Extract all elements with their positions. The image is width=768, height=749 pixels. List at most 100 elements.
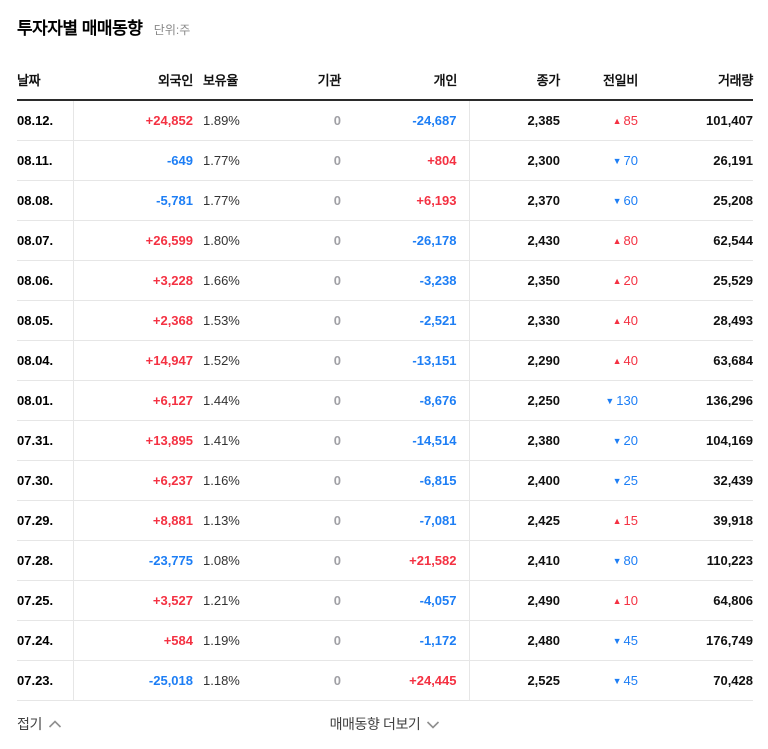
close-price-cell: 2,425	[469, 500, 560, 541]
individual-net-cell: -3,238	[341, 260, 470, 301]
close-price-cell: 2,410	[469, 540, 560, 581]
table-body: 08.12. +24,852 1.89% 0 -24,687 2,385 ▲ 85…	[17, 100, 753, 701]
change-cell: ▼ 20	[560, 420, 638, 461]
holding-ratio-cell: 1.44%	[193, 380, 275, 421]
holding-ratio-cell: 1.08%	[193, 540, 275, 581]
foreign-net-cell: +24,852	[73, 100, 193, 141]
table-row: 07.25. +3,527 1.21% 0 -4,057 2,490 ▲ 10 6…	[17, 580, 753, 621]
institution-net-cell: 0	[275, 300, 341, 341]
change-direction-icon: ▼	[612, 635, 622, 646]
volume-cell: 25,208	[638, 180, 753, 221]
individual-net-cell: +24,445	[341, 660, 470, 701]
change-cell: ▼ 25	[560, 460, 638, 501]
individual-net-cell: -24,687	[341, 100, 470, 141]
more-button-wrap: 매매동향 더보기	[17, 714, 753, 734]
table-row: 08.04. +14,947 1.52% 0 -13,151 2,290 ▲ 40…	[17, 340, 753, 381]
date-cell: 07.29.	[17, 500, 74, 541]
change-direction-icon: ▲	[612, 595, 622, 606]
change-cell: ▼ 60	[560, 180, 638, 221]
institution-net-cell: 0	[275, 180, 341, 221]
holding-ratio-cell: 1.19%	[193, 620, 275, 661]
change-value: 15	[623, 512, 638, 528]
institution-net-cell: 0	[275, 340, 341, 381]
col-header-individual: 개인	[433, 73, 458, 88]
foreign-net-cell: +3,228	[73, 260, 193, 301]
close-price-cell: 2,480	[469, 620, 560, 661]
date-cell: 08.11.	[17, 140, 74, 181]
individual-net-cell: -8,676	[341, 380, 470, 421]
change-cell: ▼ 130	[560, 380, 638, 421]
institution-net-cell: 0	[275, 420, 341, 461]
unit-label: 단위:주	[153, 23, 191, 37]
close-price-cell: 2,250	[469, 380, 560, 421]
change-direction-icon: ▼	[612, 435, 622, 446]
date-cell: 08.06.	[17, 260, 74, 301]
change-direction-icon: ▲	[612, 235, 622, 246]
individual-net-cell: -7,081	[341, 500, 470, 541]
change-cell: ▲ 85	[560, 100, 638, 141]
collapse-button-label: 접기	[17, 715, 42, 732]
collapse-button[interactable]: 접기	[17, 714, 62, 734]
change-cell: ▼ 80	[560, 540, 638, 581]
foreign-net-cell: +26,599	[73, 220, 193, 261]
change-direction-icon: ▲	[612, 275, 622, 286]
more-trading-trends-button[interactable]: 매매동향 더보기	[330, 714, 441, 734]
volume-cell: 63,684	[638, 340, 753, 381]
change-direction-icon: ▼	[612, 475, 622, 486]
holding-ratio-cell: 1.80%	[193, 220, 275, 261]
volume-cell: 62,544	[638, 220, 753, 261]
change-direction-icon: ▼	[612, 155, 622, 166]
date-cell: 08.05.	[17, 300, 74, 341]
col-header-volume: 거래량	[718, 73, 753, 88]
table-row: 08.05. +2,368 1.53% 0 -2,521 2,330 ▲ 40 2…	[17, 300, 753, 341]
holding-ratio-cell: 1.41%	[193, 420, 275, 461]
institution-net-cell: 0	[275, 500, 341, 541]
close-price-cell: 2,525	[469, 660, 560, 701]
holding-ratio-cell: 1.77%	[193, 140, 275, 181]
holding-ratio-cell: 1.16%	[193, 460, 275, 501]
foreign-net-cell: -25,018	[73, 660, 193, 701]
holding-ratio-cell: 1.89%	[193, 100, 275, 141]
change-direction-icon: ▲	[612, 515, 622, 526]
col-header-institution: 기관	[317, 73, 342, 88]
change-cell: ▲ 10	[560, 580, 638, 621]
individual-net-cell: -26,178	[341, 220, 470, 261]
foreign-net-cell: +6,127	[73, 380, 193, 421]
individual-net-cell: -2,521	[341, 300, 470, 341]
date-cell: 07.28.	[17, 540, 74, 581]
col-header-close: 종가	[536, 73, 561, 88]
table-footer: 접기 매매동향 더보기	[17, 714, 753, 742]
individual-net-cell: -6,815	[341, 460, 470, 501]
change-cell: ▲ 15	[560, 500, 638, 541]
investor-trading-table: 날짜 외국인 보유율 기관 개인 종가 전일비 거래량 08.12. +24,8…	[17, 60, 753, 701]
volume-cell: 110,223	[638, 540, 753, 581]
title-row: 투자자별 매매동향 단위:주	[17, 14, 753, 39]
individual-net-cell: -4,057	[341, 580, 470, 621]
change-direction-icon: ▼	[605, 395, 615, 406]
volume-cell: 176,749	[638, 620, 753, 661]
change-direction-icon: ▼	[612, 675, 622, 686]
table-row: 07.23. -25,018 1.18% 0 +24,445 2,525 ▼ 45…	[17, 660, 753, 701]
individual-net-cell: +6,193	[341, 180, 470, 221]
close-price-cell: 2,380	[469, 420, 560, 461]
change-cell: ▼ 45	[560, 620, 638, 661]
table-row: 07.30. +6,237 1.16% 0 -6,815 2,400 ▼ 25 3…	[17, 460, 753, 501]
table-header-row: 날짜 외국인 보유율 기관 개인 종가 전일비 거래량	[17, 60, 753, 100]
change-direction-icon: ▲	[612, 355, 622, 366]
volume-cell: 70,428	[638, 660, 753, 701]
change-value: 20	[623, 272, 638, 288]
close-price-cell: 2,370	[469, 180, 560, 221]
close-price-cell: 2,400	[469, 460, 560, 501]
institution-net-cell: 0	[275, 460, 341, 501]
individual-net-cell: -1,172	[341, 620, 470, 661]
change-cell: ▲ 20	[560, 260, 638, 301]
col-header-foreign: 외국인	[158, 73, 193, 88]
change-value: 10	[623, 592, 638, 608]
foreign-net-cell: +13,895	[73, 420, 193, 461]
date-cell: 08.04.	[17, 340, 74, 381]
foreign-net-cell: +584	[73, 620, 193, 661]
table-row: 08.06. +3,228 1.66% 0 -3,238 2,350 ▲ 20 2…	[17, 260, 753, 301]
col-header-date: 날짜	[17, 73, 41, 88]
institution-net-cell: 0	[275, 220, 341, 261]
table-row: 08.08. -5,781 1.77% 0 +6,193 2,370 ▼ 60 2…	[17, 180, 753, 221]
